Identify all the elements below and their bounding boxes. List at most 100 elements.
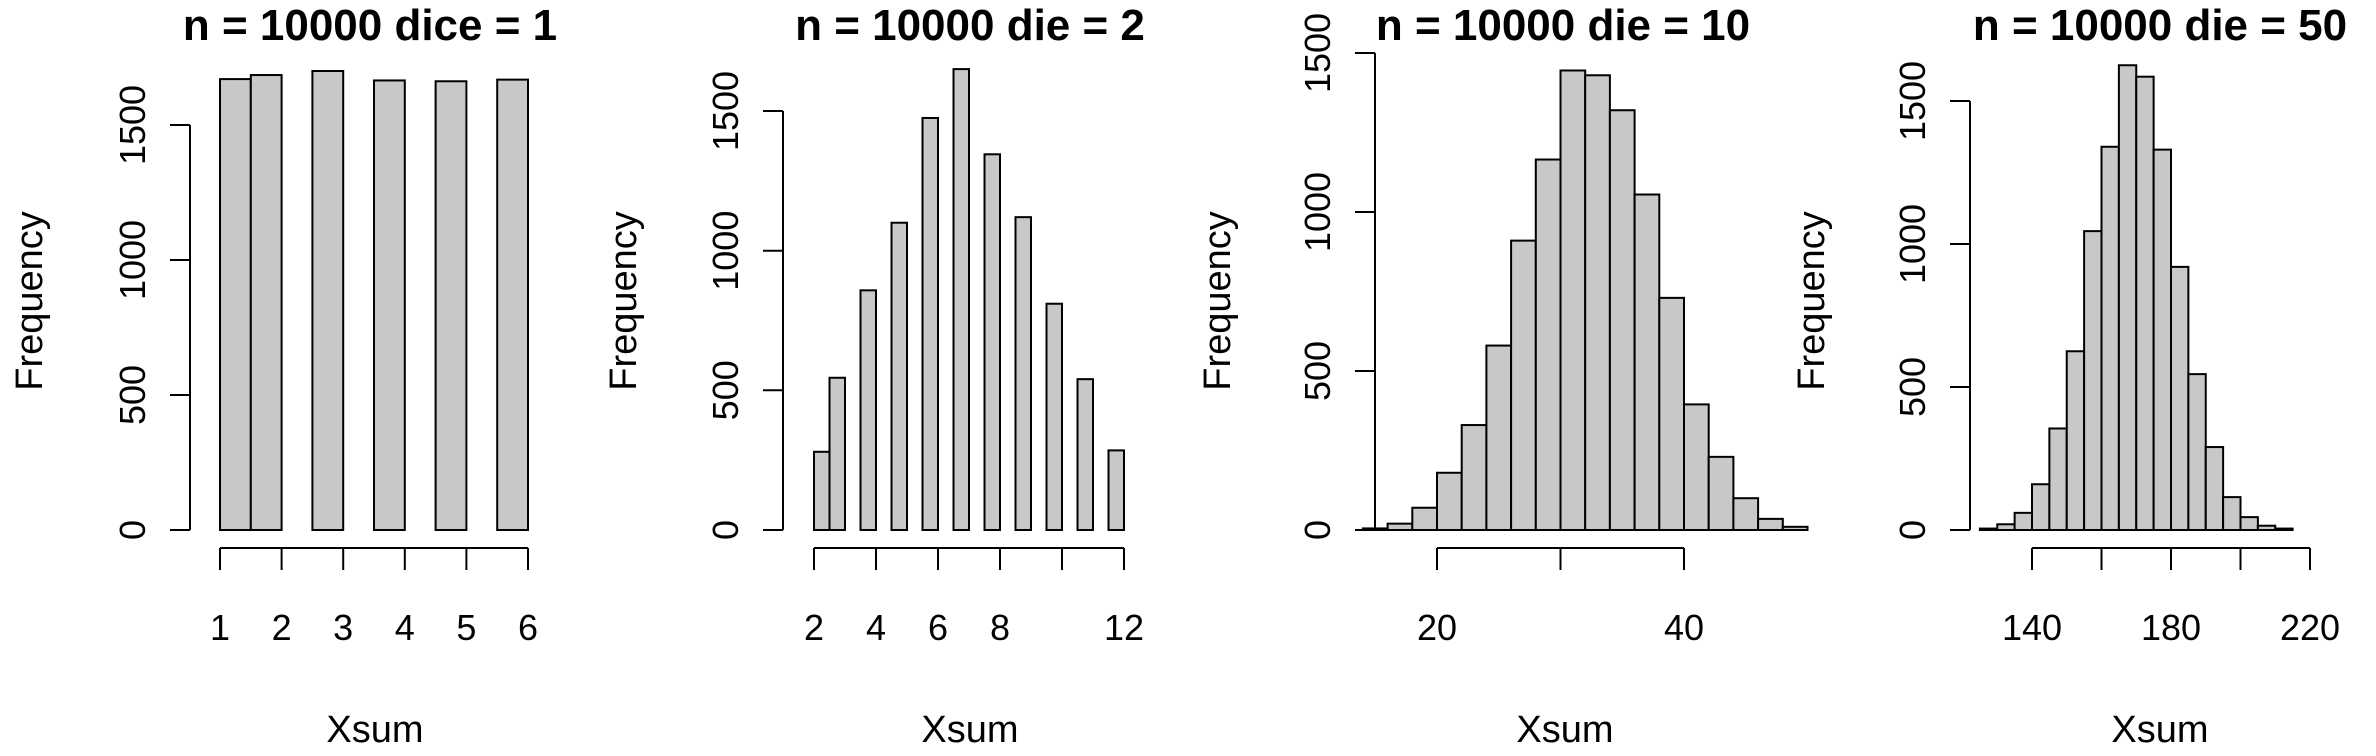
- x-tick-label: 12: [1104, 607, 1144, 648]
- histogram-bar: [921, 116, 939, 531]
- histogram-bar: [1076, 378, 1094, 531]
- histogram-bar: [1534, 158, 1562, 531]
- y-tick-label: 1000: [1892, 204, 1933, 284]
- x-tick-label: 2: [272, 607, 292, 648]
- histogram-bar: [2048, 427, 2068, 531]
- panel-title: n = 10000 die = 10: [1376, 1, 1750, 50]
- x-tick-label: 5: [456, 607, 476, 648]
- x-tick-label: 3: [333, 607, 353, 648]
- y-tick-label: 0: [1297, 520, 1338, 540]
- histogram-bars: [219, 70, 530, 532]
- histogram-bar: [859, 289, 877, 531]
- histogram-bar: [219, 78, 252, 531]
- histogram-bar: [1107, 449, 1125, 532]
- y-tick-label: 500: [705, 360, 746, 420]
- y-tick-label: 1000: [1297, 172, 1338, 252]
- histogram-bar: [890, 221, 908, 531]
- histogram-bar: [2152, 148, 2172, 531]
- histogram-bar: [1485, 344, 1513, 531]
- histogram-bar: [496, 78, 530, 531]
- histogram-bar: [1045, 302, 1063, 531]
- histogram-bar: [2117, 64, 2138, 531]
- histogram-bar: [1757, 517, 1784, 531]
- x-tick-label: 8: [990, 607, 1010, 648]
- histogram-bar: [1510, 239, 1537, 531]
- y-axis-label: Frequency: [603, 211, 645, 391]
- histogram-bar: [1633, 193, 1661, 531]
- y-tick-label: 0: [705, 520, 746, 540]
- y-tick-label: 1500: [705, 71, 746, 151]
- histogram-bar: [952, 68, 970, 531]
- x-tick-label: 4: [866, 607, 886, 648]
- histogram-bar: [1584, 74, 1611, 531]
- x-axis-label: Xsum: [326, 709, 423, 751]
- histogram-bars: [1361, 69, 1809, 532]
- y-tick-label: 500: [1297, 341, 1338, 401]
- histogram-bars: [813, 68, 1125, 532]
- x-axis-label: Xsum: [2111, 709, 2208, 751]
- x-tick-label: 6: [928, 607, 948, 648]
- panel-title: n = 10000 dice = 1: [183, 1, 557, 50]
- histogram-bars: [1978, 64, 2294, 532]
- histogram-bar: [1411, 506, 1439, 531]
- x-axis-label: Xsum: [1516, 709, 1613, 751]
- panel-title: n = 10000 die = 2: [795, 1, 1145, 50]
- histogram-bar: [983, 153, 1001, 531]
- histogram-bar: [2274, 527, 2294, 532]
- y-tick-label: 0: [1892, 520, 1933, 540]
- histogram-bar: [1460, 424, 1488, 531]
- histogram-bar: [1386, 522, 1414, 532]
- y-axis-label: Frequency: [9, 211, 51, 391]
- y-tick-label: 1500: [1297, 13, 1338, 93]
- histogram-bar: [1978, 527, 1999, 532]
- x-tick-label: 1: [210, 607, 230, 648]
- histogram-bar: [249, 74, 283, 532]
- y-tick-label: 1000: [112, 220, 153, 300]
- histogram-bar: [2031, 483, 2051, 531]
- x-tick-label: 140: [2002, 607, 2062, 648]
- x-tick-label: 2: [804, 607, 824, 648]
- x-tick-label: 4: [395, 607, 415, 648]
- histogram-bar: [2239, 516, 2259, 532]
- y-tick-label: 500: [1892, 357, 1933, 417]
- panel-title: n = 10000 die = 50: [1973, 1, 2347, 50]
- histogram-bar: [813, 450, 831, 531]
- x-axis-label: Xsum: [921, 709, 1018, 751]
- histogram-bar: [2187, 373, 2207, 531]
- histogram-bar: [311, 70, 345, 531]
- x-tick-label: 20: [1417, 607, 1457, 648]
- x-tick-label: 40: [1664, 607, 1704, 648]
- histogram-bar: [2100, 145, 2120, 531]
- y-tick-label: 1500: [1892, 61, 1933, 141]
- panel-die-50: n = 10000 die = 50 Frequency Xsum 0 500 …: [1791, 1, 2347, 751]
- histogram-bar: [1683, 403, 1710, 532]
- y-axis-label: Frequency: [1197, 211, 1239, 391]
- y-tick-label: 500: [112, 365, 153, 425]
- histogram-bar: [1781, 525, 1809, 532]
- histogram-bar: [2222, 496, 2242, 531]
- histogram-bar: [2256, 524, 2277, 532]
- histogram-bar: [2170, 265, 2190, 531]
- histogram-bar: [2204, 446, 2225, 531]
- y-tick-label: 0: [112, 520, 153, 540]
- histogram-bar: [1014, 216, 1032, 531]
- histogram-bar: [1658, 296, 1686, 531]
- y-tick-label: 1000: [705, 211, 746, 291]
- x-tick-label: 6: [518, 607, 538, 648]
- histogram-bar: [1608, 109, 1636, 532]
- histogram-bar: [1996, 523, 2016, 532]
- y-axis-label: Frequency: [1791, 211, 1833, 391]
- histogram-bar: [1436, 471, 1463, 532]
- histogram-bar: [1732, 497, 1760, 532]
- x-tick-label: 220: [2280, 607, 2340, 648]
- panel-dice-1: n = 10000 dice = 1 Frequency Xsum 0 500 …: [9, 1, 557, 751]
- histogram-bar: [2013, 511, 2033, 532]
- histogram-bar: [1559, 69, 1587, 532]
- histogram-bar: [828, 376, 846, 531]
- histogram-bar: [434, 80, 468, 531]
- panel-die-2: n = 10000 die = 2 Frequency Xsum 0 500 1…: [603, 1, 1145, 751]
- histogram-bar: [1707, 455, 1735, 531]
- histogram-bar: [2065, 350, 2086, 531]
- histogram-bar: [2135, 75, 2155, 531]
